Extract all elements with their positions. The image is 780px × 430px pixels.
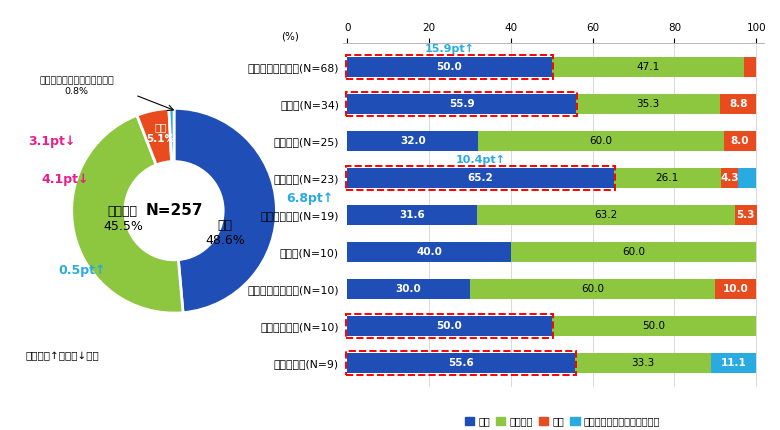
Text: 11.1: 11.1 [721, 358, 746, 368]
Text: 47.1: 47.1 [636, 62, 660, 72]
Text: 第三国（地域）へ移転、撤退
0.8%: 第三国（地域）へ移転、撤退 0.8% [40, 76, 114, 95]
Bar [721, 169, 738, 187]
Text: 31.6: 31.6 [399, 210, 425, 220]
Bar [470, 280, 715, 298]
Text: 50.0: 50.0 [437, 321, 463, 331]
Text: 4.3: 4.3 [720, 173, 739, 183]
Bar [478, 132, 724, 150]
Bar [711, 353, 757, 372]
Bar [347, 243, 511, 261]
Wedge shape [137, 108, 172, 165]
Text: 0.5pt↑: 0.5pt↑ [58, 264, 105, 276]
Text: 40.0: 40.0 [417, 247, 442, 257]
Bar [511, 243, 757, 261]
Text: 60.0: 60.0 [581, 284, 604, 294]
Text: 縮小
5.1%: 縮小 5.1% [146, 122, 176, 144]
Bar [347, 206, 477, 224]
Bar [738, 169, 756, 187]
Text: 30.0: 30.0 [395, 284, 421, 294]
Bar [576, 95, 720, 114]
Text: 33.3: 33.3 [631, 358, 654, 368]
Bar [724, 132, 757, 150]
Bar [551, 58, 744, 77]
Wedge shape [72, 115, 183, 313]
Text: 35.3: 35.3 [636, 99, 660, 109]
Bar [347, 95, 576, 114]
Text: N=257: N=257 [145, 203, 203, 218]
Text: 32.0: 32.0 [400, 136, 426, 146]
Bar [347, 353, 575, 372]
Bar [347, 280, 470, 298]
Bar [720, 95, 757, 114]
Text: 55.9: 55.9 [448, 99, 474, 109]
Text: 6.8pt↑: 6.8pt↑ [287, 192, 334, 205]
Text: 60.0: 60.0 [622, 247, 645, 257]
Bar [735, 206, 757, 224]
Text: 63.2: 63.2 [594, 210, 617, 220]
Bar [347, 316, 551, 335]
Bar [347, 58, 551, 77]
Text: 26.1: 26.1 [656, 173, 679, 183]
Bar [614, 169, 721, 187]
Text: 60.0: 60.0 [590, 136, 612, 146]
Text: 5.3: 5.3 [736, 210, 755, 220]
Text: 現状維持
45.5%: 現状維持 45.5% [103, 205, 143, 233]
Text: 拡大
48.6%: 拡大 48.6% [205, 219, 245, 247]
Text: 10.4pt↑: 10.4pt↑ [456, 155, 505, 165]
Text: (%): (%) [281, 31, 299, 41]
Bar [551, 316, 757, 335]
Bar [347, 169, 614, 187]
Text: 8.0: 8.0 [731, 136, 749, 146]
Wedge shape [174, 108, 276, 313]
Text: 50.0: 50.0 [643, 321, 665, 331]
Text: 時対比：↑増加　↓減少: 時対比：↑増加 ↓減少 [26, 351, 99, 361]
Text: 8.8: 8.8 [729, 99, 747, 109]
Bar [575, 353, 711, 372]
Text: 50.0: 50.0 [437, 62, 463, 72]
Text: 15.9pt↑: 15.9pt↑ [424, 44, 474, 54]
Wedge shape [169, 108, 174, 162]
Legend: 拡大, 現状維持, 縮小, 第三国（地域）へ移転、撤退: 拡大, 現状維持, 縮小, 第三国（地域）へ移転、撤退 [461, 412, 664, 430]
Bar [477, 206, 735, 224]
Bar [744, 58, 757, 77]
Text: 4.1pt↓: 4.1pt↓ [41, 173, 88, 187]
Text: 3.1pt↓: 3.1pt↓ [29, 135, 76, 147]
Text: 65.2: 65.2 [468, 173, 494, 183]
Text: 10.0: 10.0 [723, 284, 749, 294]
Bar [347, 132, 478, 150]
Bar [715, 280, 757, 298]
Text: 55.6: 55.6 [448, 358, 473, 368]
